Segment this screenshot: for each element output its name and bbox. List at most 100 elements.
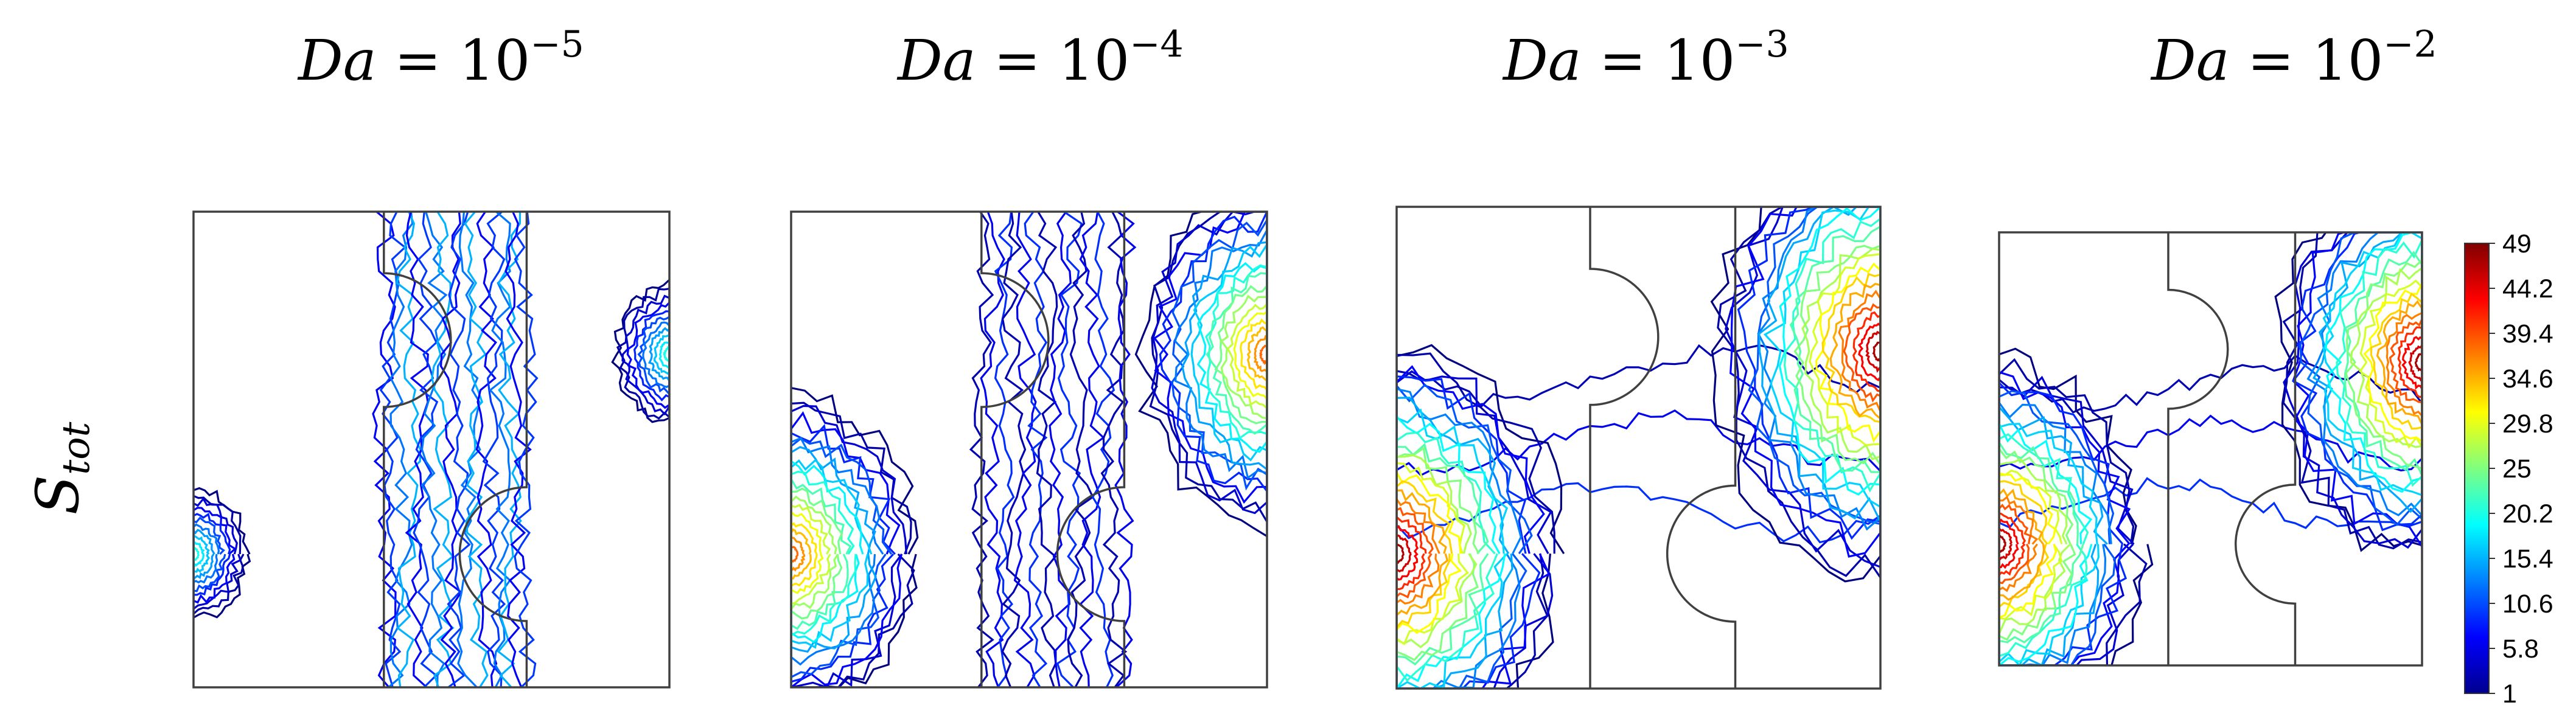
contour-line: [2274, 232, 2422, 561]
contour-line: [2336, 238, 2422, 487]
obstacle-upper: [980, 212, 1050, 687]
contour-line: [1999, 358, 2148, 665]
contour-line: [1205, 264, 1267, 445]
obstacle-upper: [1589, 207, 1660, 689]
contour-line: [1397, 365, 1551, 689]
contour-line: [1838, 290, 1880, 412]
contour-line: [1737, 207, 1880, 551]
contour-line: [1049, 212, 1072, 687]
contour-line: [1240, 318, 1267, 392]
contour-line: [2299, 232, 2422, 527]
contour-line: [2283, 232, 2422, 549]
colorbar-tick-label: 15.4: [2502, 544, 2553, 574]
contour-line: [1397, 375, 1541, 689]
contour-line: [2386, 311, 2422, 418]
contour-line: [1397, 446, 1480, 661]
obstacle-lower: [458, 212, 528, 687]
contour-line: [1114, 212, 1137, 687]
contour-line: [653, 333, 669, 375]
contour-line: [194, 523, 220, 585]
contour-line: [1872, 341, 1880, 363]
contour-line: [1100, 212, 1128, 687]
contour-line: [1999, 423, 2093, 665]
contour-line: [1748, 207, 1880, 540]
contour-line: [194, 529, 215, 580]
contour-line: [626, 301, 669, 409]
panel-frame: [1395, 206, 1882, 690]
panel-4: [1998, 231, 2423, 667]
contour-line: [969, 212, 994, 687]
panel-title-4-var: Da: [2151, 28, 2230, 93]
contour-line: [1397, 515, 1427, 591]
contour-line: [1226, 301, 1267, 410]
colorbar-tick-label: 34.6: [2502, 364, 2553, 394]
contour-line: [791, 510, 824, 594]
colorbar-tick-label: 1: [2502, 679, 2517, 709]
contour-line: [1763, 207, 1880, 509]
obstacle-lower: [1666, 207, 1737, 689]
contour-line: [1259, 344, 1267, 366]
contour-line: [1999, 472, 2058, 619]
panel-title-4-exp: −2: [2383, 23, 2437, 66]
contour-line: [489, 212, 512, 687]
colorbar-tick-label: 20.2: [2502, 499, 2553, 529]
contour-line: [1153, 212, 1267, 508]
colorbar-tick-label: 39.4: [2502, 319, 2553, 349]
contour-line: [1999, 456, 2072, 634]
contour-line: [1999, 371, 2131, 665]
contour-line: [1397, 507, 1434, 599]
contour-line: [1233, 310, 1267, 401]
contour-line: [621, 294, 669, 416]
contour-line: [1821, 271, 1880, 428]
contour-line: [791, 470, 857, 637]
obstacle-upper: [383, 212, 452, 687]
contour-line: [1801, 245, 1880, 460]
contour-line: [616, 287, 669, 420]
panel-title-1-eq: = 10: [394, 28, 531, 93]
contour-line: [1254, 335, 1267, 372]
contour-line: [1036, 212, 1058, 687]
contour-line: [791, 422, 896, 683]
contour-line: [1999, 354, 2422, 414]
panel-title-4-eq: = 10: [2247, 28, 2384, 93]
contour-line: [194, 516, 226, 592]
contour-line: [2408, 344, 2422, 382]
contour-line: [791, 411, 903, 687]
contour-line: [2376, 300, 2422, 425]
contour-line: [1397, 428, 1498, 682]
colorbar-tick-label: 25: [2502, 454, 2532, 484]
contour-line: [647, 327, 669, 383]
contour-line: [475, 212, 498, 687]
panel-title-2: Da = 10−4: [898, 24, 1184, 97]
contour-line: [1999, 528, 2013, 561]
contour-line: [421, 212, 448, 687]
contour-line: [1214, 284, 1267, 425]
contour-line: [464, 212, 489, 687]
contour-line: [1865, 330, 1880, 373]
contour-line: [1778, 207, 1880, 500]
panel-frame: [192, 210, 671, 689]
contour-line: [791, 437, 884, 666]
contour-line: [1220, 294, 1267, 420]
contour-line: [194, 495, 245, 617]
colorbar-gradient: [2464, 243, 2490, 694]
contour-line: [1999, 503, 2032, 585]
panel-title-2-eq: = 10: [993, 28, 1130, 93]
contour-line: [1397, 525, 1419, 581]
contour-line: [1730, 207, 1880, 558]
contour-line: [1999, 488, 2045, 601]
contour-line: [1999, 447, 2076, 641]
contour-line: [1397, 480, 1453, 629]
contour-line: [2291, 232, 2422, 532]
panel-frame: [1998, 231, 2423, 667]
contour-line: [1852, 311, 1880, 392]
contour-line: [1999, 401, 2112, 665]
contour-line: [1397, 544, 1405, 564]
contour-line: [456, 212, 481, 687]
panel-title-3: Da = 10−3: [1503, 24, 1789, 97]
contour-line: [791, 387, 919, 687]
contour-line: [1397, 489, 1449, 617]
contour-line: [791, 536, 806, 572]
contour-line: [1999, 381, 2127, 665]
